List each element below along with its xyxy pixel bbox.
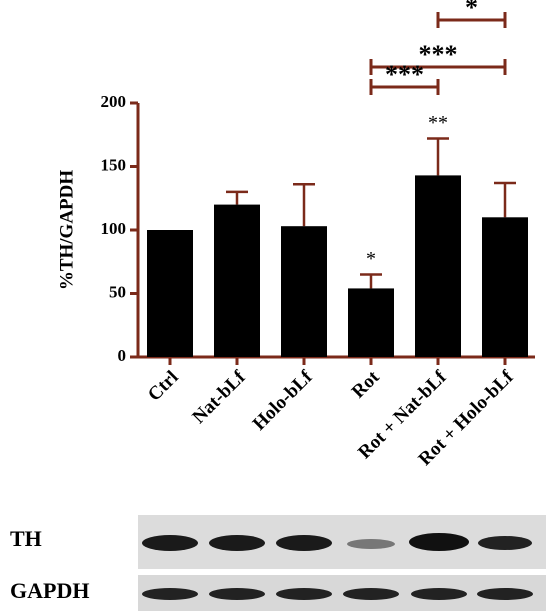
significance-bracket xyxy=(369,79,440,95)
blot-label: GAPDH xyxy=(10,578,89,603)
significance-label: *** xyxy=(385,60,424,89)
blot-band xyxy=(409,533,469,551)
y-tick-label: 0 xyxy=(118,346,127,365)
blot xyxy=(138,515,546,611)
blot-band xyxy=(478,536,532,550)
annotation: ** xyxy=(428,112,448,134)
blot-panel xyxy=(138,515,546,569)
y-tick-label: 150 xyxy=(101,155,127,174)
blot-band xyxy=(209,535,265,551)
y-axis-title: %TH/GAPDH xyxy=(56,170,77,291)
x-tick-label: Rot xyxy=(348,366,384,402)
blot-label: TH xyxy=(10,526,42,551)
x-tick-label: Holo-bLf xyxy=(249,366,317,434)
blot-band xyxy=(276,535,332,551)
significance-label: * xyxy=(465,0,478,22)
bar xyxy=(482,217,528,357)
blot-band xyxy=(142,535,198,551)
bar xyxy=(348,288,394,357)
blot-band xyxy=(276,588,332,600)
bar xyxy=(214,204,260,357)
blot-band xyxy=(343,588,399,600)
significance-bracket xyxy=(369,59,507,75)
blot-band xyxy=(209,588,265,600)
y-tick-label: 100 xyxy=(101,219,127,238)
bar xyxy=(147,230,193,357)
blot-band xyxy=(477,588,533,600)
blot-band xyxy=(347,539,395,549)
annotation: * xyxy=(366,248,376,270)
significance-bracket xyxy=(436,12,507,28)
y-tick-label: 200 xyxy=(101,92,127,111)
x-tick-label: Nat-bLf xyxy=(188,366,250,428)
y-tick-label: 50 xyxy=(109,282,126,301)
blot-band xyxy=(142,588,198,600)
bar xyxy=(281,226,327,357)
x-tick-label: Ctrl xyxy=(144,367,183,406)
blot-band xyxy=(411,588,467,600)
bar xyxy=(415,175,461,357)
significance-label: *** xyxy=(419,40,458,69)
